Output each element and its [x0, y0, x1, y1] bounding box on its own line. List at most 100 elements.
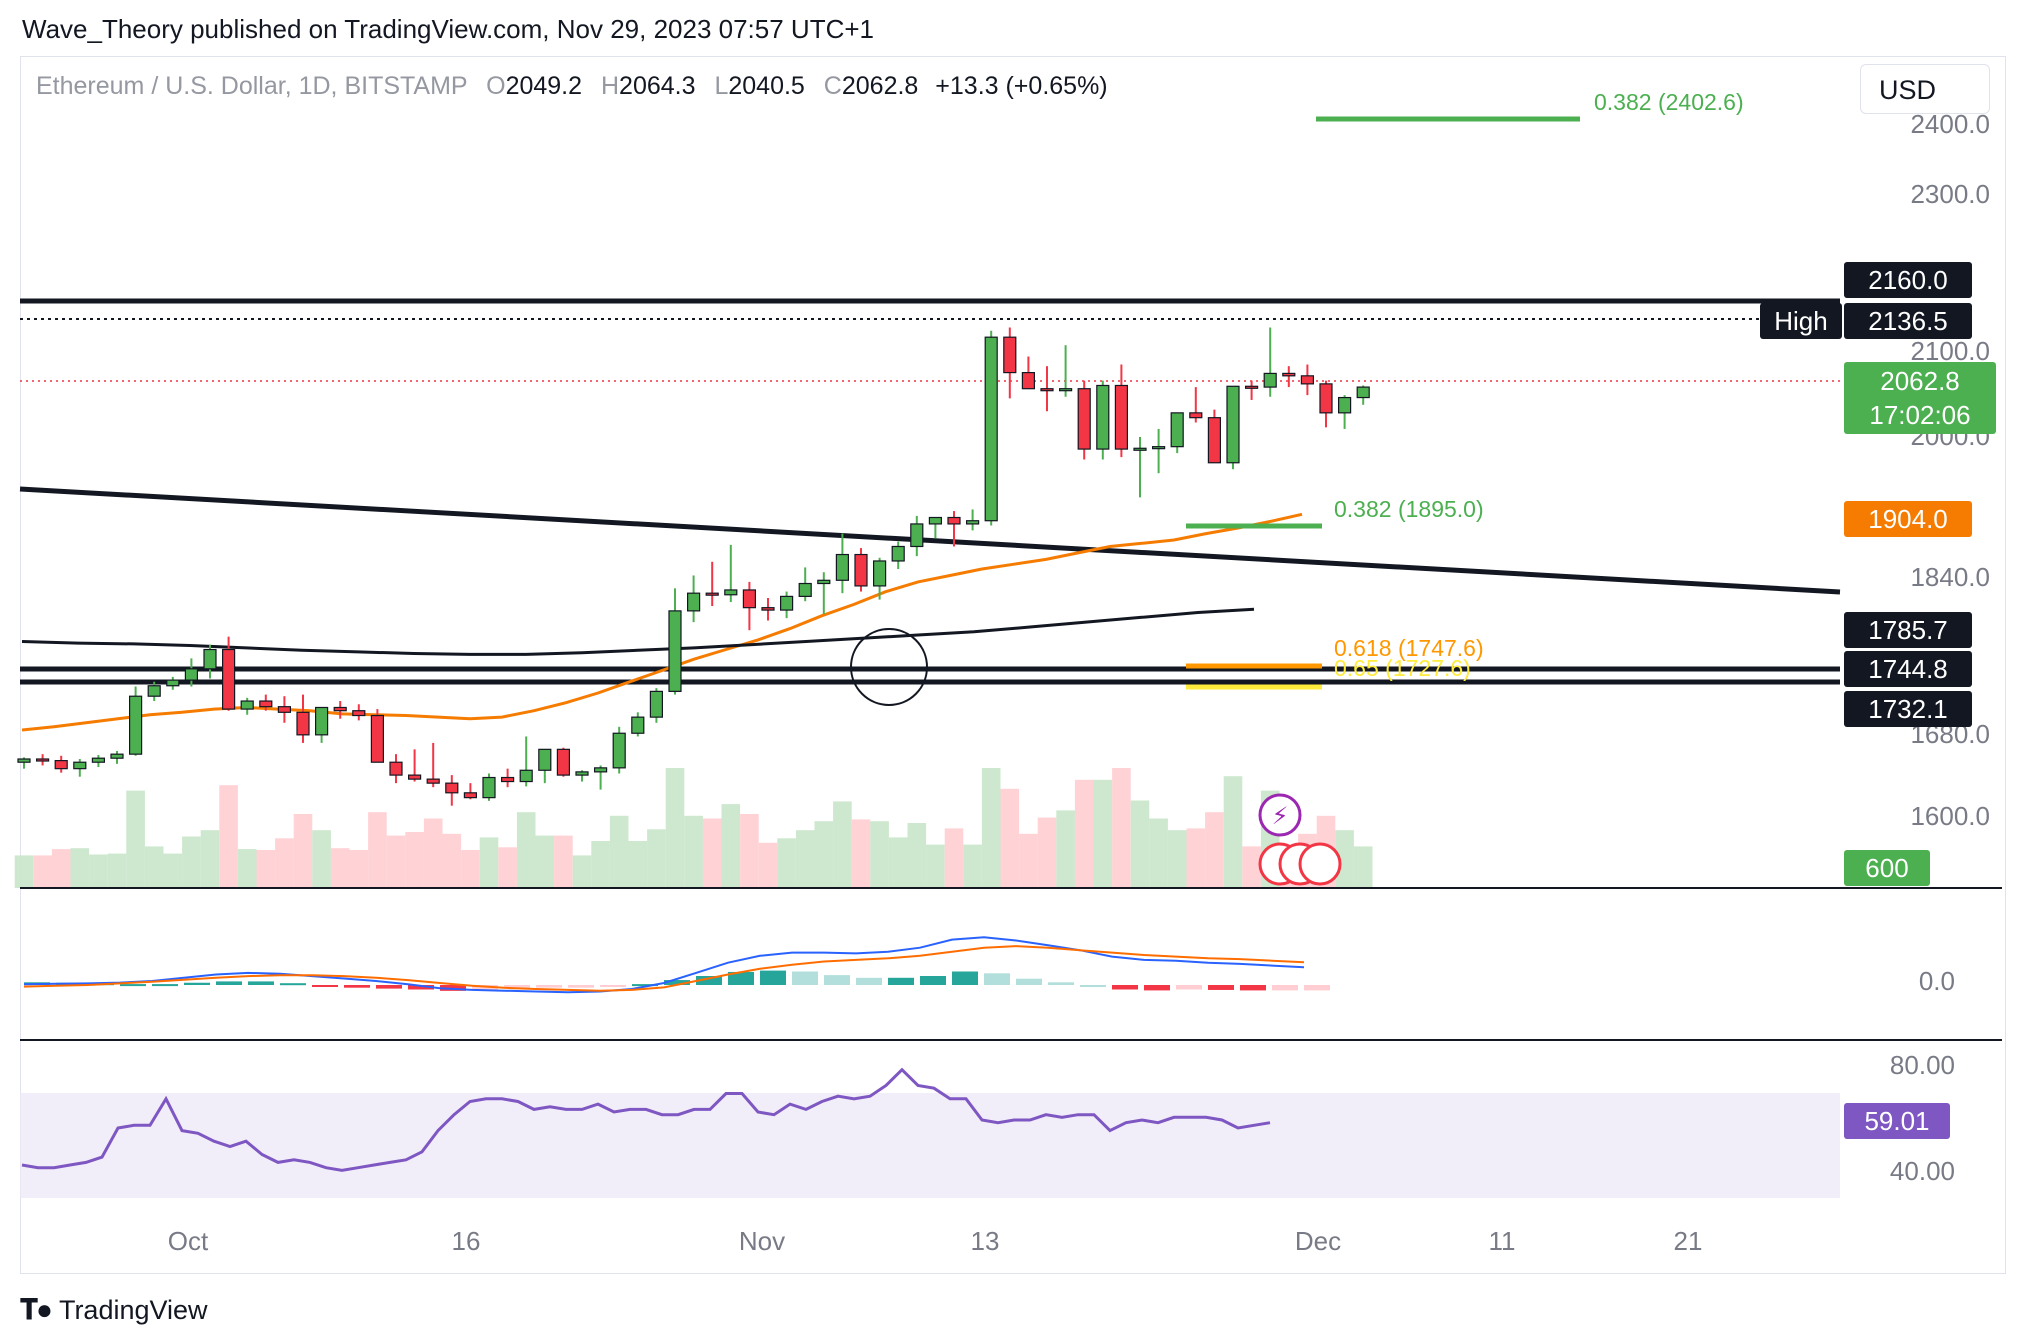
- high-price-tag: 2136.5: [1844, 303, 1972, 339]
- volume-bar: [926, 844, 945, 888]
- candle: [501, 768, 515, 788]
- high-price-tag-text: 2136.5: [1868, 306, 1948, 336]
- macd-hist-bar: [1144, 985, 1170, 991]
- volume-bar: [777, 838, 796, 888]
- volume-bar: [647, 829, 666, 888]
- candle-body: [91, 757, 106, 763]
- close-label: C: [823, 72, 842, 100]
- candle: [1096, 380, 1110, 460]
- candle: [1263, 327, 1277, 397]
- volume-bar: [51, 849, 71, 888]
- candle-body: [1058, 388, 1073, 392]
- candle-body: [482, 776, 496, 799]
- publish-caption: Wave_Theory published on TradingView.com…: [22, 14, 874, 44]
- candle: [1207, 409, 1222, 464]
- volume-bar: [554, 835, 573, 888]
- volume-tag-bg: [1844, 850, 1930, 886]
- candle-body: [1282, 372, 1296, 377]
- candle: [1189, 387, 1203, 423]
- support1-price-tag-text: 1744.8: [1868, 654, 1948, 684]
- macd-hist-bar: [952, 971, 978, 985]
- macd-hist-bar: [920, 976, 946, 985]
- macd-hist-bar: [1016, 978, 1042, 985]
- resistance-price-tag: 2160.0: [1844, 262, 1972, 298]
- candle-body: [854, 553, 868, 587]
- candle-body: [110, 753, 124, 759]
- price-axis-tick: 2400.0: [1910, 109, 1990, 139]
- candle-body: [1040, 388, 1054, 392]
- support2-price-tag-text: 1732.1: [1868, 694, 1948, 724]
- chart-frame: [20, 56, 2006, 1274]
- currency-button[interactable]: USD: [1860, 64, 1990, 114]
- macd-hist-bar: [1048, 982, 1074, 985]
- candle: [482, 773, 496, 801]
- candle-body: [668, 610, 682, 692]
- candle: [389, 754, 403, 784]
- macd-hist-bar: [536, 985, 562, 988]
- candle-body: [724, 589, 738, 596]
- candle-body: [1244, 385, 1259, 389]
- support2-price-tag: 1732.1: [1844, 691, 1972, 727]
- candle: [593, 765, 608, 790]
- macd-hist-bar: [632, 984, 658, 987]
- last-price-tag: [1844, 362, 1996, 434]
- candle-body: [928, 516, 943, 525]
- candle-body: [408, 774, 422, 780]
- candle-body: [352, 710, 366, 717]
- macd-hist-bar: [856, 977, 882, 985]
- candle-body: [519, 769, 533, 783]
- macd-hist-bar: [1112, 985, 1138, 990]
- rsi-axis-tick: 40.00: [1890, 1156, 1955, 1186]
- candle: [817, 572, 831, 615]
- candle-body: [501, 776, 515, 783]
- volume-bar: [349, 850, 369, 888]
- candle-body: [203, 648, 217, 670]
- candle: [1244, 380, 1259, 400]
- tradingview-logo[interactable]: 𝐓● TradingView: [20, 1294, 208, 1327]
- candle: [1003, 327, 1017, 399]
- volume-bar: [1335, 830, 1354, 888]
- candle-body: [166, 679, 180, 687]
- high-label-tag-bg: [1760, 303, 1842, 339]
- candle-body: [835, 553, 850, 581]
- volume-bar: [591, 841, 610, 888]
- candle: [1319, 380, 1333, 428]
- candle-body: [910, 523, 924, 548]
- volume-bar: [163, 853, 183, 888]
- volume-bar: [33, 855, 52, 888]
- candle-body: [1003, 336, 1017, 374]
- candle-body: [649, 690, 664, 718]
- candle: [445, 775, 459, 806]
- volume-bar: [126, 790, 145, 888]
- candle-body: [1077, 388, 1091, 450]
- volume-bar: [1130, 800, 1150, 888]
- fib-level-label: 0.382 (2402.6): [1594, 89, 1744, 115]
- candle: [854, 548, 868, 592]
- time-axis-tick: Dec: [1295, 1226, 1341, 1256]
- candle: [1282, 366, 1296, 388]
- price-axis-tick: 2300.0: [1910, 179, 1990, 209]
- candle: [891, 541, 905, 570]
- volume-bar: [981, 768, 1001, 888]
- volume-bar: [870, 821, 889, 888]
- high-price-tag-bg: [1844, 303, 1972, 339]
- candle-body: [1114, 384, 1129, 450]
- macd-hist-bar: [280, 983, 306, 986]
- candle-body: [1133, 447, 1147, 451]
- candle-body: [277, 706, 291, 713]
- candle-body: [1300, 375, 1315, 385]
- candle: [519, 736, 533, 787]
- candle-body: [389, 761, 403, 776]
- candle-body: [612, 732, 626, 769]
- open-value: 2049.2: [505, 72, 583, 100]
- macd-hist-bar: [344, 985, 370, 988]
- candle-body: [1189, 412, 1203, 419]
- volume-bar: [237, 849, 257, 888]
- volume-bar: [182, 836, 201, 888]
- candle: [203, 644, 217, 679]
- candle-body: [779, 595, 794, 611]
- candle-body: [593, 767, 608, 773]
- candle-body: [54, 760, 68, 770]
- candle: [166, 676, 180, 690]
